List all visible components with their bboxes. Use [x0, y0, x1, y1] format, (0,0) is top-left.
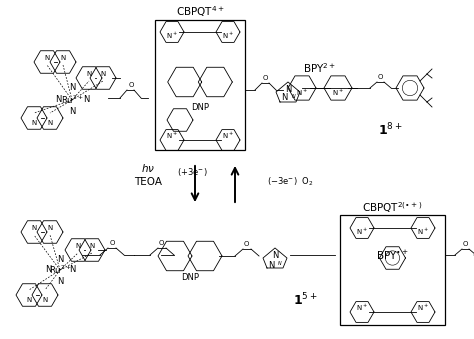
Text: N: N [47, 225, 53, 231]
Text: N$^+$: N$^+$ [356, 303, 368, 313]
Text: O: O [158, 240, 164, 246]
Text: N: N [268, 260, 274, 270]
Text: $\mathbf{1}^{5+}$: $\mathbf{1}^{5+}$ [293, 292, 317, 308]
Text: Ru$^{2+}$: Ru$^{2+}$ [61, 94, 83, 106]
Text: $^N$: $^N$ [291, 93, 297, 99]
Text: $\mathbf{1}^{8+}$: $\mathbf{1}^{8+}$ [378, 122, 402, 138]
Bar [340, 215, 445, 325]
Text: N$^+$: N$^+$ [296, 88, 308, 98]
Text: N$^+$: N$^+$ [222, 31, 234, 41]
Text: N: N [45, 265, 51, 275]
Text: N: N [272, 252, 278, 260]
Text: N$^+$: N$^+$ [417, 303, 429, 313]
Text: N: N [45, 55, 50, 61]
Text: N$^+$: N$^+$ [166, 131, 178, 141]
Text: N: N [31, 120, 36, 126]
Text: N: N [47, 120, 53, 126]
Text: N: N [86, 71, 91, 77]
Text: N: N [57, 277, 63, 285]
Text: BPY$^{2+}$: BPY$^{2+}$ [303, 61, 337, 75]
Text: N: N [60, 55, 65, 61]
Text: O: O [462, 241, 468, 247]
Text: BPY$^{\bullet+}$: BPY$^{\bullet+}$ [376, 248, 409, 262]
Text: N: N [57, 255, 63, 263]
Text: N: N [285, 85, 291, 95]
Text: O: O [128, 82, 134, 88]
Text: O: O [109, 240, 115, 246]
Text: DNP: DNP [181, 274, 199, 282]
Text: O: O [262, 75, 268, 81]
Text: N: N [27, 297, 32, 303]
Text: $h\nu$: $h\nu$ [141, 162, 155, 174]
Text: N: N [42, 297, 47, 303]
Text: N$^+$: N$^+$ [356, 227, 368, 237]
Text: N$^+$: N$^+$ [222, 131, 234, 141]
Text: (−3e$^{-}$)  O$_2$: (−3e$^{-}$) O$_2$ [267, 176, 313, 188]
Text: Ru$^{2+}$: Ru$^{2+}$ [49, 264, 71, 276]
Text: N: N [69, 83, 75, 93]
Text: DNP: DNP [191, 102, 209, 112]
Text: N: N [75, 243, 81, 249]
Text: N: N [69, 107, 75, 117]
Text: N: N [31, 225, 36, 231]
Text: N: N [90, 243, 95, 249]
Text: N: N [55, 96, 61, 104]
Text: N: N [100, 71, 106, 77]
Text: O: O [377, 74, 383, 80]
Text: N$^+$: N$^+$ [417, 227, 429, 237]
Text: CBPQT$^{4+}$: CBPQT$^{4+}$ [176, 5, 224, 19]
Text: $^N$: $^N$ [277, 260, 283, 266]
Text: TEOA: TEOA [134, 177, 162, 187]
Text: N: N [281, 94, 287, 102]
Text: N$^+$: N$^+$ [332, 88, 344, 98]
Bar [155, 20, 245, 150]
Text: O: O [243, 241, 249, 247]
Text: N: N [69, 265, 75, 275]
Text: N$^+$: N$^+$ [166, 31, 178, 41]
Text: N: N [83, 96, 89, 104]
Text: CBPQT$^{2(\bullet+)}$: CBPQT$^{2(\bullet+)}$ [362, 201, 423, 215]
Text: (+3e$^{-}$): (+3e$^{-}$) [177, 166, 207, 178]
